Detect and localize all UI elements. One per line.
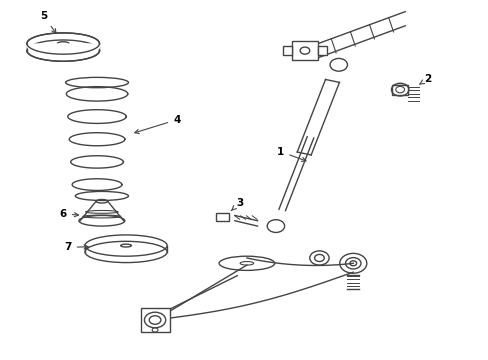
- FancyBboxPatch shape: [216, 213, 228, 221]
- Text: 4: 4: [135, 115, 180, 134]
- Text: 2: 2: [419, 74, 431, 84]
- Bar: [283, 46, 291, 55]
- Text: 5: 5: [40, 11, 56, 33]
- Text: 6: 6: [60, 209, 79, 219]
- Text: 3: 3: [231, 198, 243, 211]
- Bar: [318, 46, 326, 55]
- Bar: [140, 307, 169, 332]
- FancyBboxPatch shape: [391, 85, 407, 95]
- Text: 7: 7: [64, 242, 88, 252]
- Bar: [291, 41, 318, 60]
- Text: 1: 1: [277, 147, 305, 161]
